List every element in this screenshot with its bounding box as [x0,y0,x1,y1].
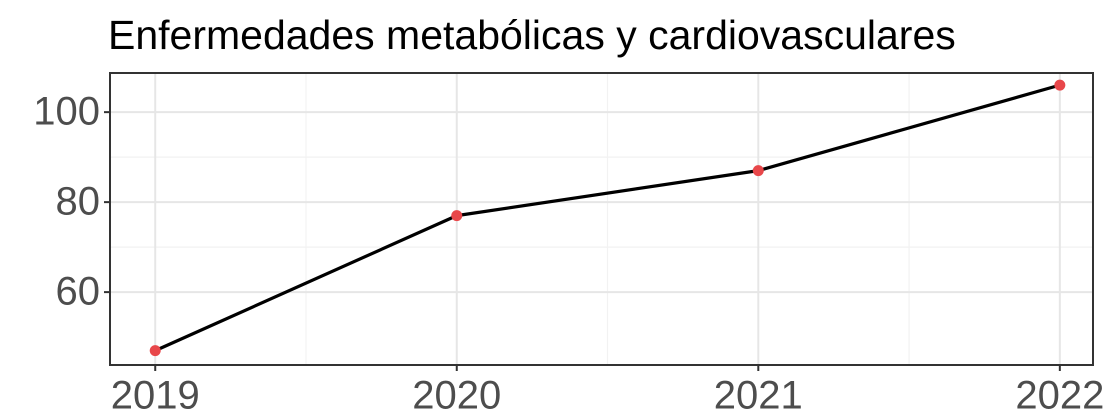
x-tick-label: 2022 [1015,374,1104,415]
y-tick-label: 100 [33,90,100,134]
y-tick-label: 60 [56,270,101,314]
chart-title: Enfermedades metabólicas y cardiovascula… [108,12,956,58]
panel-border [109,72,1094,366]
y-tick-label: 80 [56,180,101,224]
point [752,165,764,177]
x-tick-label: 2020 [412,374,501,415]
point [149,345,161,357]
point [451,210,463,222]
x-tick-label: 2021 [714,374,803,415]
line [154,83,1061,353]
x-tick-label: 2019 [111,374,200,415]
point [1054,79,1066,91]
